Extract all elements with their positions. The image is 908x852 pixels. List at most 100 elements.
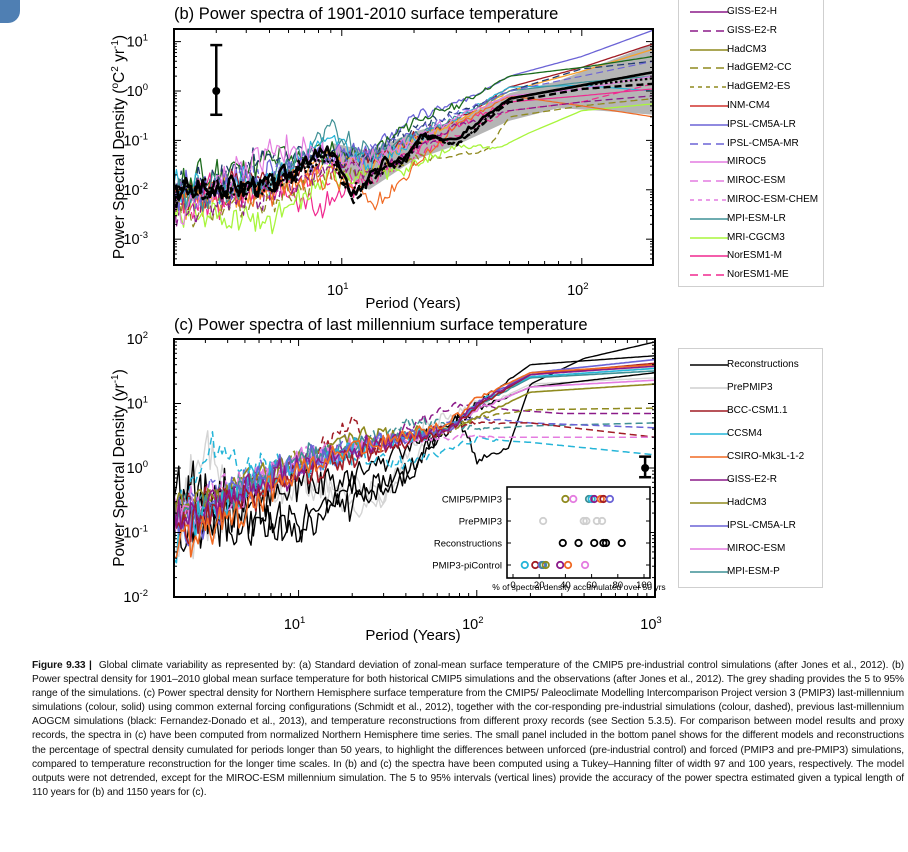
y-tick-label: 10-1 (123, 131, 148, 149)
legend-swatch (690, 11, 728, 13)
legend-swatch (690, 105, 728, 107)
caption-label: Figure 9.33 | (32, 660, 92, 671)
inset-point (584, 494, 594, 504)
caption-text: Global climate variability as represente… (32, 660, 904, 798)
y-tick-label: 10-3 (123, 230, 148, 248)
error-bar-point (212, 86, 221, 95)
page-corner-tab (0, 0, 20, 23)
legend-swatch (690, 364, 728, 366)
legend-swatch (690, 571, 728, 573)
legend-swatch (690, 199, 728, 201)
inset-frame (506, 486, 651, 579)
legend-label: NorESM1-ME (727, 269, 789, 281)
y-tick-label: 100 (127, 82, 148, 100)
inset-point (592, 516, 601, 526)
legend-swatch (690, 48, 728, 51)
inset-point (563, 560, 573, 570)
panel-b-error-bar (210, 43, 223, 117)
legend-item: MIROC-ESM (679, 542, 819, 556)
panel-b: (b) Power spectra of 1901-2010 surface t… (110, 5, 654, 312)
x-tick-label: 101 (327, 281, 348, 299)
legend-item: PrePMIP3 (679, 381, 819, 395)
legend-label: NorESM1-M (727, 250, 783, 262)
legend-swatch (690, 548, 728, 550)
inset-point (580, 560, 590, 570)
panel-c-frame (173, 338, 656, 598)
panel-b-xlabel: Period (Years) (365, 295, 460, 312)
inset-point (587, 494, 596, 504)
legend-item: GISS-E2-R (679, 24, 819, 38)
inset-panel: CMIP5/PMIP3 PrePMIP3 Reconstructions PMIP3-… (432, 486, 666, 592)
inset-row-label: CMIP5/PMIP3 (442, 495, 502, 506)
legend-label: MPI-ESM-LR (727, 212, 786, 224)
legend-swatch (690, 255, 728, 258)
legend-label: Reconstructions (727, 359, 799, 370)
legend-item: CCSM4 (679, 427, 819, 441)
series-line-green (174, 55, 653, 198)
legend-item: INM-CM4 (679, 99, 819, 113)
legend-swatch (690, 217, 728, 220)
legend-item: Reconstructions (679, 358, 819, 372)
inset-point (558, 538, 567, 548)
legend-label: MIROC-ESM-CHEM (727, 194, 819, 205)
inset-point (541, 560, 550, 570)
legend-item: IPSL-CM5A-MR (679, 137, 819, 151)
inset-point (605, 494, 615, 504)
inset-point (590, 538, 599, 548)
legend-swatch (690, 67, 728, 70)
legend-swatch (690, 86, 728, 88)
series-line-csiro-mk3l-1-2 (174, 363, 655, 559)
legend-label: IPSL-CM5A-MR (727, 137, 799, 149)
legend-label: IPSL-CM5A-LR (727, 520, 796, 531)
inset-x-tick-label: 60 (586, 580, 597, 591)
legend-item: HadGEM2-ES (679, 80, 819, 94)
series-line-reconstructions-b (174, 355, 655, 552)
x-tick-label: 103 (640, 615, 661, 633)
panel-c-xlabel: Period (Years) (365, 627, 460, 644)
legend-label: CSIRO-Mk3L-1-2 (727, 451, 805, 462)
legend-item: IPSL-CM5A-LR (679, 519, 819, 533)
y-tick-label: 101 (127, 33, 148, 51)
panel-c-title: (c) Power spectra of last millennium sur… (174, 316, 588, 334)
legend-item: MIROC5 (679, 155, 819, 169)
legend-item: GISS-E2-R (679, 473, 819, 487)
series-line-mri-cgcm3 (174, 103, 653, 235)
inset-point (556, 560, 565, 570)
inset-row-label: PrePMIP3 (459, 517, 502, 528)
inset-x-tick-label: 100 (636, 580, 652, 591)
inset-row-label: Reconstructions (434, 539, 502, 550)
legend-label: GISS-E2-H (727, 6, 778, 17)
legend-swatch (690, 180, 728, 182)
legend-label: MRI-CGCM3 (727, 231, 785, 243)
panel-b-legend-cont: GISS-E2-H GISS-E2-R HadCM3 HadGEM2-CC HadGEM… (678, 0, 824, 287)
legend-item: CSIRO-Mk3L-1-2 (679, 450, 819, 464)
y-tick-label: 102 (127, 330, 148, 348)
legend-swatch (690, 236, 728, 239)
x-tick-label: 101 (284, 615, 305, 633)
legend-item: MIROC-ESM (679, 174, 819, 188)
legend-item: HadCM3 (679, 43, 819, 57)
legend-swatch (690, 274, 728, 276)
legend-item: MRI-CGCM3 (679, 231, 819, 245)
legend-label: PrePMIP3 (727, 382, 773, 393)
legend-item: GISS-E2-H (679, 5, 819, 19)
legend-swatch (690, 387, 728, 389)
legend-item: IPSL-CM5A-LR (679, 118, 819, 132)
inset-point (539, 560, 548, 570)
inset-xlabel: % of spectral density accumulated over 5… (492, 582, 665, 592)
legend-label: BCC-CSM1.1 (727, 405, 788, 416)
inset-point (539, 516, 548, 526)
panel-c-error-bar (639, 455, 652, 479)
inset-point (579, 516, 588, 526)
legend-label: MPI-ESM-P (727, 566, 780, 577)
inset-point (596, 494, 605, 504)
legend-item: NorESM1-M (679, 249, 819, 263)
x-tick-label: 102 (462, 615, 483, 633)
panel-b-ylabel: Power Spectral Density (oC2 yr-1) (110, 35, 128, 259)
legend-item: NorESM1-ME (679, 268, 819, 282)
series-line-csiro-orange-red (174, 95, 653, 211)
inset-point (601, 538, 611, 548)
series-line-navy-dashed (174, 60, 653, 207)
inset-point (597, 516, 607, 526)
y-tick-label: 10-1 (123, 524, 148, 542)
